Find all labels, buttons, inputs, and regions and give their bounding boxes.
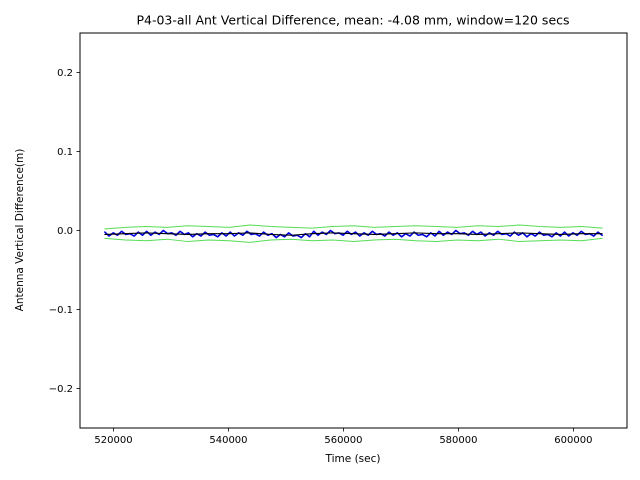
x-tick-label: 600000 <box>554 435 592 446</box>
x-axis-ticks: 520000 540000 560000 580000 600000 <box>94 428 592 446</box>
y-tick-label: 0.1 <box>57 147 73 158</box>
chart-title: P4-03-all Ant Vertical Difference, mean:… <box>136 12 570 28</box>
y-tick-label: −0.2 <box>49 384 73 395</box>
series-running-mean <box>104 232 603 236</box>
y-tick-label: 0.0 <box>57 226 73 237</box>
y-tick-label: 0.2 <box>57 68 73 79</box>
series-upper-bound <box>104 224 603 230</box>
y-axis-ticks: 0.2 0.1 0.0 −0.1 −0.2 <box>49 68 80 395</box>
y-tick-label: −0.1 <box>49 305 73 316</box>
x-axis-label: Time (sec) <box>325 453 381 465</box>
x-tick-label: 520000 <box>94 435 132 446</box>
x-tick-label: 540000 <box>209 435 247 446</box>
y-axis-label: Antenna Vertical Difference(m) <box>14 148 26 312</box>
x-tick-label: 560000 <box>324 435 362 446</box>
axes-frame <box>79 32 628 429</box>
x-tick-label: 580000 <box>439 435 477 446</box>
series-lower-bound <box>104 237 603 243</box>
